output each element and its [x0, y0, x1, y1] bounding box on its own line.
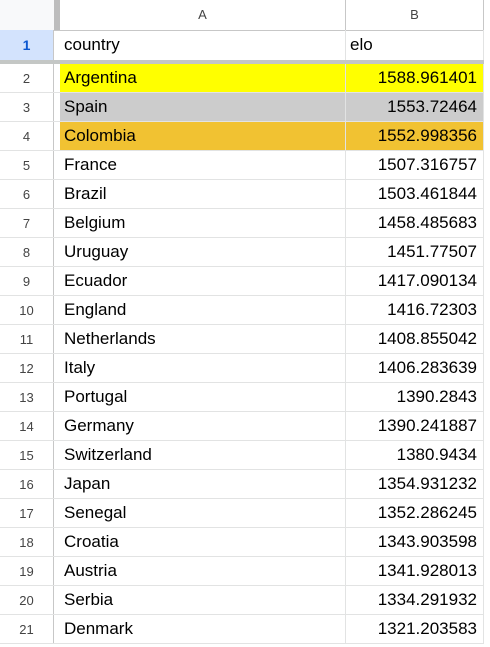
cell-elo[interactable]: 1354.931232: [346, 470, 484, 498]
row-header[interactable]: 9: [0, 267, 54, 295]
cell-elo[interactable]: 1390.2843: [346, 383, 484, 411]
select-all-corner[interactable]: [0, 0, 55, 30]
cell-elo[interactable]: 1334.291932: [346, 586, 484, 614]
table-row: 18 Croatia 1343.903598: [0, 528, 490, 557]
row-header[interactable]: 11: [0, 325, 54, 353]
row-header[interactable]: 17: [0, 499, 54, 527]
cell-country[interactable]: Germany: [60, 412, 346, 440]
cell-country[interactable]: Argentina: [60, 64, 346, 92]
table-row: 12 Italy 1406.283639: [0, 354, 490, 383]
column-header-bar: A B: [0, 0, 490, 31]
cell-country[interactable]: Ecuador: [60, 267, 346, 295]
cell-elo[interactable]: 1552.998356: [346, 122, 484, 150]
row-header[interactable]: 8: [0, 238, 54, 266]
row-header[interactable]: 2: [0, 64, 54, 92]
cell-country[interactable]: Portugal: [60, 383, 346, 411]
table-row: 20 Serbia 1334.291932: [0, 586, 490, 615]
cell-elo[interactable]: 1416.72303: [346, 296, 484, 324]
row-header[interactable]: 5: [0, 151, 54, 179]
row-header[interactable]: 20: [0, 586, 54, 614]
cell-elo[interactable]: 1408.855042: [346, 325, 484, 353]
cell-country[interactable]: England: [60, 296, 346, 324]
cell-country[interactable]: Croatia: [60, 528, 346, 556]
cell-elo[interactable]: 1321.203583: [346, 615, 484, 643]
cell-elo[interactable]: 1380.9434: [346, 441, 484, 469]
table-row: 6 Brazil 1503.461844: [0, 180, 490, 209]
cell-country[interactable]: Japan: [60, 470, 346, 498]
table-row: 4 Colombia 1552.998356: [0, 122, 490, 151]
cell-country[interactable]: Netherlands: [60, 325, 346, 353]
table-row: 5 France 1507.316757: [0, 151, 490, 180]
row-header[interactable]: 16: [0, 470, 54, 498]
table-row: 19 Austria 1341.928013: [0, 557, 490, 586]
frozen-column-divider[interactable]: [54, 0, 60, 30]
table-row: 15 Switzerland 1380.9434: [0, 441, 490, 470]
row-header[interactable]: 21: [0, 615, 54, 643]
cell-elo[interactable]: 1352.286245: [346, 499, 484, 527]
row-header[interactable]: 1: [0, 30, 54, 60]
column-header-b[interactable]: B: [346, 0, 484, 30]
cell-country[interactable]: Serbia: [60, 586, 346, 614]
grid-right-edge: [484, 30, 490, 647]
table-row: 7 Belgium 1458.485683: [0, 209, 490, 238]
row-header[interactable]: 12: [0, 354, 54, 382]
table-row: 21 Denmark 1321.203583: [0, 615, 490, 644]
header-data-row: 1 country elo: [0, 30, 490, 64]
row-header[interactable]: 18: [0, 528, 54, 556]
cell-country[interactable]: France: [60, 151, 346, 179]
row-header[interactable]: 4: [0, 122, 54, 150]
cell-elo[interactable]: 1390.241887: [346, 412, 484, 440]
cell-country[interactable]: Spain: [60, 93, 346, 121]
cell-country[interactable]: Austria: [60, 557, 346, 585]
cell-elo[interactable]: 1458.485683: [346, 209, 484, 237]
cell-country[interactable]: Italy: [60, 354, 346, 382]
cell-elo[interactable]: 1503.461844: [346, 180, 484, 208]
row-header[interactable]: 14: [0, 412, 54, 440]
cell-elo[interactable]: 1406.283639: [346, 354, 484, 382]
table-row: 17 Senegal 1352.286245: [0, 499, 490, 528]
row-header[interactable]: 19: [0, 557, 54, 585]
table-row: 10 England 1416.72303: [0, 296, 490, 325]
row-header[interactable]: 3: [0, 93, 54, 121]
cell-country[interactable]: Uruguay: [60, 238, 346, 266]
cell-elo[interactable]: 1588.961401: [346, 64, 484, 92]
cell-elo-header[interactable]: elo: [346, 30, 484, 60]
table-row: 13 Portugal 1390.2843: [0, 383, 490, 412]
cell-country[interactable]: Colombia: [60, 122, 346, 150]
cell-elo[interactable]: 1553.72464: [346, 93, 484, 121]
table-row: 8 Uruguay 1451.77507: [0, 238, 490, 267]
cell-country[interactable]: Switzerland: [60, 441, 346, 469]
cell-country-header[interactable]: country: [60, 30, 346, 60]
column-header-a[interactable]: A: [60, 0, 346, 30]
table-row: 11 Netherlands 1408.855042: [0, 325, 490, 354]
cell-country[interactable]: Senegal: [60, 499, 346, 527]
table-row: 9 Ecuador 1417.090134: [0, 267, 490, 296]
cell-country[interactable]: Denmark: [60, 615, 346, 643]
cell-country[interactable]: Belgium: [60, 209, 346, 237]
cell-country[interactable]: Brazil: [60, 180, 346, 208]
cell-elo[interactable]: 1417.090134: [346, 267, 484, 295]
table-row: 3 Spain 1553.72464: [0, 93, 490, 122]
cell-elo[interactable]: 1507.316757: [346, 151, 484, 179]
row-header[interactable]: 7: [0, 209, 54, 237]
row-header[interactable]: 13: [0, 383, 54, 411]
row-header[interactable]: 6: [0, 180, 54, 208]
table-row: 16 Japan 1354.931232: [0, 470, 490, 499]
cell-elo[interactable]: 1451.77507: [346, 238, 484, 266]
table-row: 14 Germany 1390.241887: [0, 412, 490, 441]
table-row: 2 Argentina 1588.961401: [0, 64, 490, 93]
cell-elo[interactable]: 1341.928013: [346, 557, 484, 585]
row-header[interactable]: 10: [0, 296, 54, 324]
cell-elo[interactable]: 1343.903598: [346, 528, 484, 556]
row-header[interactable]: 15: [0, 441, 54, 469]
